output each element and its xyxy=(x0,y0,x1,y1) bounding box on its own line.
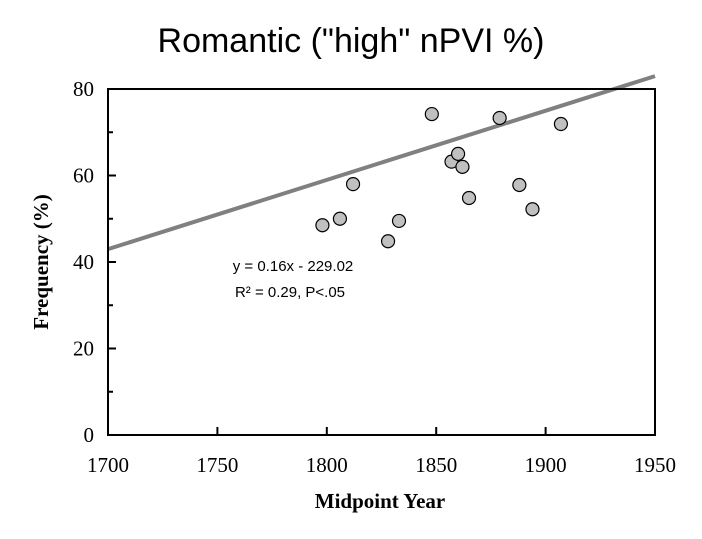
y-tick-label: 40 xyxy=(73,250,94,274)
data-point xyxy=(525,202,540,217)
data-point xyxy=(455,159,470,174)
y-tick-labels: 0 20 40 60 80 xyxy=(73,77,94,447)
data-point xyxy=(380,234,396,249)
trendline-layer xyxy=(107,74,656,252)
y-tick-label: 20 xyxy=(73,337,94,361)
data-point xyxy=(391,213,407,229)
x-tick-label: 1900 xyxy=(525,453,567,477)
trendline xyxy=(107,74,656,252)
x-tick-labels: 1700 1750 1800 1850 1900 1950 xyxy=(87,453,676,477)
y-axis-label: Frequency (%) xyxy=(29,194,53,330)
y-tick-label: 0 xyxy=(84,423,95,447)
x-axis-label: Midpoint Year xyxy=(315,489,445,513)
chart-title: Romantic ("high" nPVI %) xyxy=(158,22,545,60)
tick-marks xyxy=(107,88,656,436)
plot-area-frame xyxy=(107,88,656,436)
data-point xyxy=(512,177,527,193)
r-squared-annotation: R² = 0.29, P<.05 xyxy=(235,284,345,301)
x-tick-label: 1700 xyxy=(87,453,129,477)
data-point xyxy=(345,177,361,192)
data-point xyxy=(424,106,439,122)
data-point xyxy=(553,116,569,132)
data-points xyxy=(315,106,569,249)
x-tick-label: 1750 xyxy=(196,453,238,477)
data-point xyxy=(450,146,466,161)
data-point xyxy=(461,190,477,206)
data-point xyxy=(315,218,330,233)
x-tick-label: 1850 xyxy=(415,453,457,477)
y-tick-label: 80 xyxy=(73,77,94,101)
equation-annotation: y = 0.16x - 229.02 xyxy=(233,258,354,275)
x-tick-label: 1950 xyxy=(634,453,676,477)
data-point xyxy=(332,211,348,226)
x-tick-label: 1800 xyxy=(306,453,348,477)
data-point xyxy=(492,110,507,126)
y-tick-label: 60 xyxy=(73,164,94,188)
